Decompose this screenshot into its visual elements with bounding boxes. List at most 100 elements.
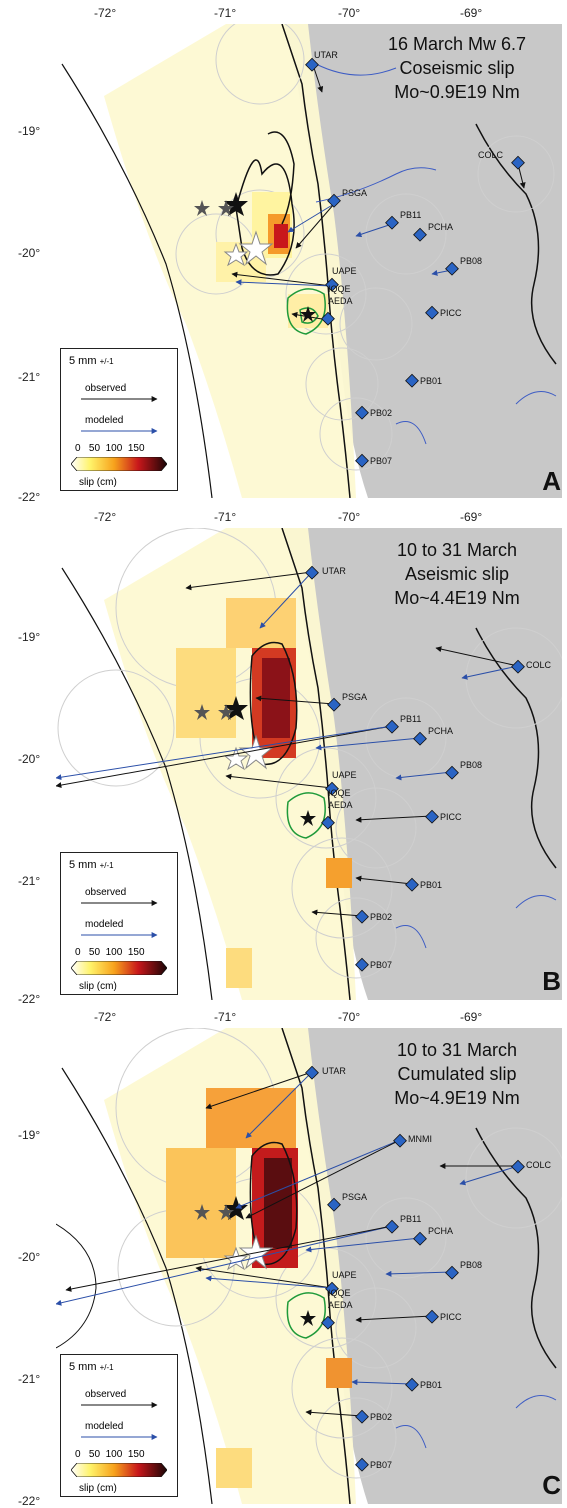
station-markers (305, 1065, 525, 1472)
legend-observed: observed (85, 887, 127, 898)
station-label: COLC (526, 1160, 552, 1170)
slip-patch (166, 1148, 236, 1258)
trench-line (61, 1067, 213, 1504)
station-label: PICC (440, 812, 462, 822)
station-label: PB08 (460, 1260, 482, 1270)
lat-tick: -22° (18, 1494, 41, 1508)
station-label: PB07 (370, 960, 392, 970)
station-label: AEDA (328, 800, 353, 810)
epicenter-star (223, 242, 249, 267)
station-label: PB07 (370, 456, 392, 466)
station-label: COLC (478, 150, 504, 160)
slip-patch (226, 598, 296, 648)
epicenter-star (238, 1234, 274, 1270)
station-label: UAPE (332, 266, 357, 276)
station-label: UAPE (332, 770, 357, 780)
lon-tick: -69° (460, 1010, 483, 1024)
legend-box: 5 mm +/-1 observed modeled 0 50 100 150 … (60, 348, 178, 491)
station-label: PSGA (342, 188, 367, 198)
lon-tick: -71° (214, 6, 237, 20)
epicenter-star (218, 200, 234, 216)
lat-tick: -22° (18, 490, 41, 504)
colorbar-tick: 50 (88, 947, 101, 958)
station-label: PB01 (420, 1380, 442, 1390)
station-label: UTAR (322, 566, 346, 576)
epicenter-star (218, 1204, 234, 1220)
colorbar (71, 457, 167, 471)
slip-patch (326, 858, 352, 888)
panel-b: -72° -71° -70° -69° -19° -20° -21° -22° (0, 502, 567, 1006)
slip-patch (216, 1448, 252, 1488)
slip-patch (274, 224, 288, 248)
station-label: AEDA (328, 1300, 353, 1310)
colorbar-label: slip (cm) (79, 1483, 117, 1494)
colorbar-label: slip (cm) (79, 981, 117, 992)
trench-line (61, 567, 213, 1000)
epicenter-star (194, 200, 210, 216)
coastline (281, 1028, 351, 1504)
lat-tick: -20° (18, 1250, 41, 1264)
epicenter-star (300, 810, 316, 826)
station-label: PCHA (428, 726, 453, 736)
station-label: PCHA (428, 222, 453, 232)
legend-scale: 5 mm (69, 859, 97, 871)
panel-title: 10 to 31 March Aseismic slip Mo~4.4E19 N… (357, 538, 557, 610)
panel-slip-type: Coseismic slip (399, 58, 515, 78)
slip-patch (262, 658, 290, 738)
panel-letter: C (542, 1470, 561, 1500)
lat-tick: -22° (18, 992, 41, 1006)
station-label: PICC (440, 308, 462, 318)
epicenter-star (224, 192, 248, 216)
lon-tick: -70° (338, 6, 361, 20)
colorbar-tick: 150 (127, 443, 145, 454)
station-label: PB02 (370, 912, 392, 922)
land-area (284, 528, 562, 1000)
colorbar-tick: 100 (105, 443, 123, 454)
slip-patch (206, 1088, 296, 1148)
epicenter-star (218, 704, 234, 720)
colorbar-tick: 100 (105, 947, 123, 958)
border-line (475, 123, 557, 365)
station-label: PB01 (420, 376, 442, 386)
legend-modeled: modeled (85, 1421, 124, 1432)
panel-c: -72° -71° -70° -69° -19° -20° -21° -22° (0, 1002, 567, 1508)
epicenter-star (194, 1204, 210, 1220)
station-label: IQQE (328, 1288, 351, 1298)
map-frame: UTAR COLC PSGA PB11 PCHA PB08 UAPE IQQE … (56, 528, 562, 1000)
station-label: PB07 (370, 1460, 392, 1470)
station-markers (305, 57, 525, 468)
slip-patch (176, 648, 236, 738)
legend-modeled: modeled (85, 415, 124, 426)
panel-moment: Mo~4.9E19 Nm (394, 1088, 520, 1108)
epicenter-star (238, 230, 274, 266)
lat-tick: -21° (18, 1372, 41, 1386)
lat-tick: -21° (18, 874, 41, 888)
epicenter-star (224, 696, 248, 720)
trench-line (61, 63, 213, 498)
lon-tick: -69° (460, 6, 483, 20)
panel-title: 10 to 31 March Cumulated slip Mo~4.9E19 … (357, 1038, 557, 1110)
station-label: PCHA (428, 1226, 453, 1236)
lon-tick: -71° (214, 510, 237, 524)
epicenter-star (223, 746, 249, 771)
panel-slip-type: Aseismic slip (404, 564, 510, 584)
colorbar-tick: 0 (75, 947, 81, 958)
colorbar-tick: 0 (75, 443, 81, 454)
legend-scale-unit: +/-1 (99, 1363, 114, 1372)
legend-box: 5 mm +/-1 observed modeled 0 50 100 150 … (60, 1354, 178, 1497)
station-label: PB08 (460, 256, 482, 266)
panel-letter: A (542, 466, 561, 496)
slip-patch (264, 1158, 292, 1248)
station-label: PSGA (342, 1192, 367, 1202)
legend-scale-unit: +/-1 (99, 861, 114, 870)
colorbar-tick: 150 (127, 947, 145, 958)
colorbar-tick: 50 (88, 443, 101, 454)
lon-tick: -71° (214, 1010, 237, 1024)
legend-observed: observed (85, 383, 127, 394)
panel-event: 16 March Mw 6.7 (387, 34, 527, 54)
lat-tick: -19° (18, 124, 41, 138)
station-label: UAPE (332, 1270, 357, 1280)
panel-letter: B (542, 966, 561, 996)
station-label: PB11 (400, 210, 421, 220)
station-label: MNMI (408, 1134, 432, 1144)
